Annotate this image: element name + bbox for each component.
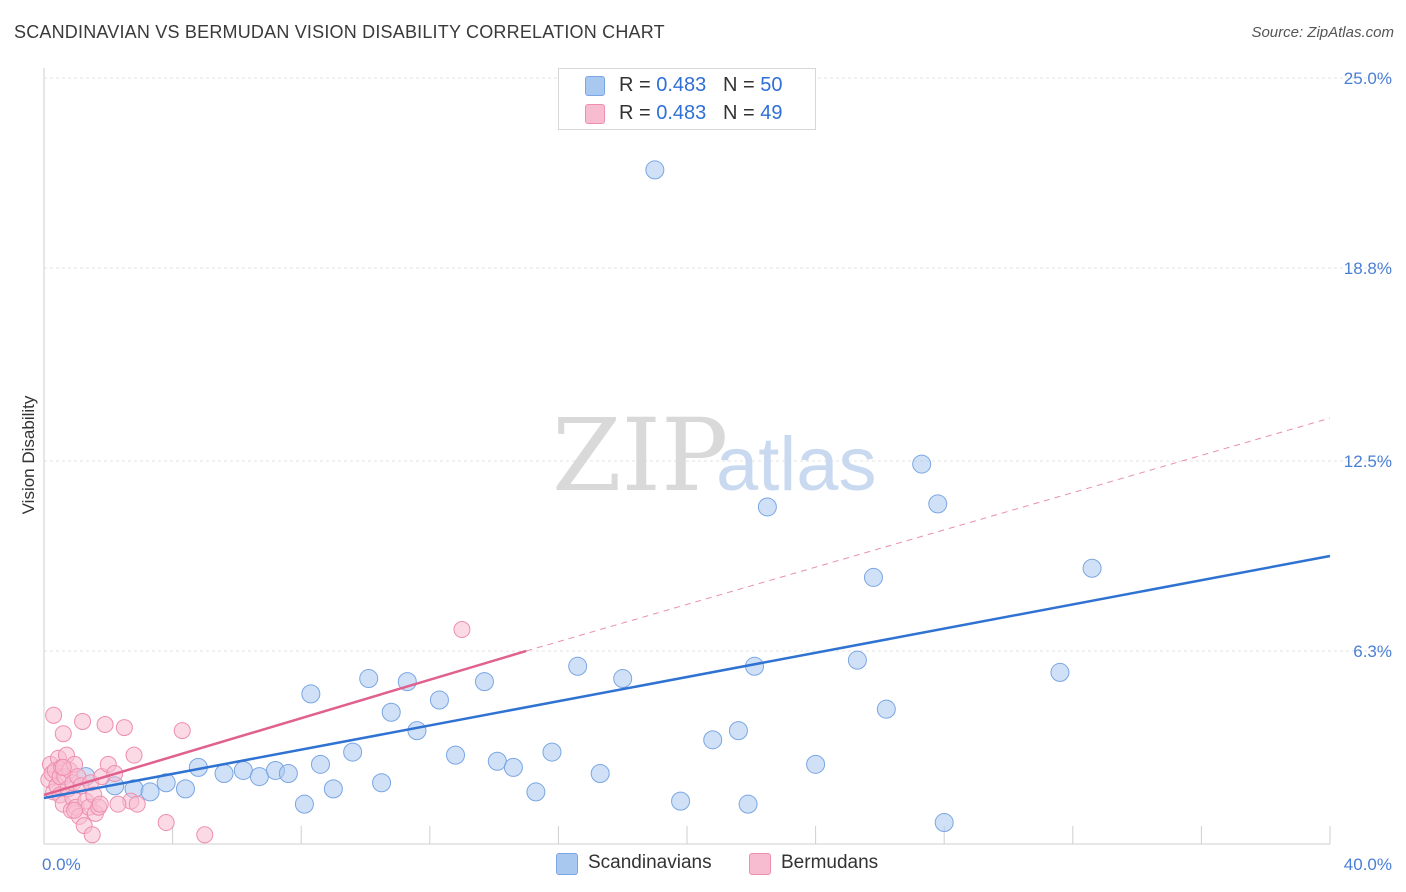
data-point: [487, 751, 507, 771]
trend-line-scandinavians: [43, 554, 1331, 800]
data-point: [54, 725, 72, 743]
data-point: [249, 767, 269, 787]
n-value: 50: [760, 74, 783, 96]
data-point: [83, 826, 101, 844]
data-point: [323, 779, 343, 799]
data-point: [310, 754, 330, 774]
r-value: 0.483: [656, 102, 707, 124]
data-point: [156, 773, 176, 793]
data-point: [66, 801, 84, 819]
data-point: [429, 690, 449, 710]
y-axis-label: Vision Disability: [19, 395, 38, 514]
bermudans-legend-swatch: [749, 853, 771, 875]
axes: [43, 68, 1331, 845]
data-point: [738, 794, 758, 814]
data-point: [542, 742, 562, 762]
data-point: [863, 567, 883, 587]
r-label: R =: [619, 102, 657, 124]
data-point: [613, 669, 633, 689]
legend-label: Scandinavians: [588, 852, 712, 873]
series-scandinavians: [76, 160, 1102, 833]
data-point: [343, 742, 363, 762]
data-point: [1050, 662, 1070, 682]
data-point: [757, 497, 777, 517]
data-point: [128, 795, 146, 813]
data-point: [446, 745, 466, 765]
stats-text: R = 0.483 N = 49: [619, 102, 782, 125]
trend-layer: [43, 417, 1331, 800]
y-tick-label: 6.3%: [1353, 642, 1392, 661]
data-point: [847, 650, 867, 670]
data-point: [372, 773, 392, 793]
data-point: [1082, 558, 1102, 578]
data-point: [278, 764, 298, 784]
y-tick-label: 25.0%: [1344, 69, 1392, 88]
data-point: [96, 716, 114, 734]
data-point: [453, 621, 471, 639]
x-tick-label: 40.0%: [1344, 855, 1392, 874]
data-point: [381, 702, 401, 722]
data-point: [196, 826, 214, 844]
y-tick-label: 18.8%: [1344, 259, 1392, 278]
watermark-zip: ZIP: [552, 397, 728, 514]
data-point: [934, 813, 954, 833]
data-point: [671, 791, 691, 811]
trend-line-bermudans: [43, 649, 527, 797]
data-point: [214, 764, 234, 784]
data-point: [407, 721, 427, 741]
scandinavians-legend-swatch: [556, 853, 578, 875]
data-point: [703, 730, 723, 750]
data-point: [876, 699, 896, 719]
y-tick-label: 12.5%: [1344, 452, 1392, 471]
data-point: [74, 712, 92, 730]
chart-title: SCANDINAVIAN VS BERMUDAN VISION DISABILI…: [14, 22, 665, 42]
legend-label: Bermudans: [781, 852, 879, 873]
watermark-atlas: atlas: [716, 422, 877, 507]
x-tick-label: 0.0%: [42, 855, 81, 874]
trend-extension-bermudans: [526, 417, 1331, 652]
n-label: N =: [722, 102, 761, 124]
data-point: [526, 782, 546, 802]
data-point: [728, 721, 748, 741]
data-point: [301, 684, 321, 704]
data-point: [645, 160, 665, 180]
source-label: Source: ZipAtlas.com: [1251, 24, 1394, 41]
watermark: ZIP atlas: [552, 397, 877, 514]
data-point: [294, 794, 314, 814]
tick-labels: 6.3% 12.5% 18.8% 25.0% 0.0% 40.0%: [42, 69, 1392, 874]
data-point: [91, 795, 109, 813]
data-point: [109, 795, 127, 813]
series-legend: Scandinavians Bermudans: [0, 851, 1406, 877]
data-point: [928, 494, 948, 514]
r-value: 0.483: [656, 74, 707, 96]
data-point: [474, 672, 494, 692]
data-point: [54, 758, 72, 776]
stats-legend: R = 0.483 N = 50 R = 0.483 N = 49: [558, 68, 816, 130]
grid-lines: [44, 77, 1392, 652]
data-point: [173, 722, 191, 740]
data-point: [115, 719, 133, 737]
stats-text: R = 0.483 N = 50: [619, 74, 782, 97]
data-point: [503, 757, 523, 777]
data-point: [233, 760, 253, 780]
scandinavians-swatch: [585, 76, 605, 96]
data-point: [806, 754, 826, 774]
data-point: [568, 656, 588, 676]
data-point: [125, 746, 143, 764]
data-point: [175, 779, 195, 799]
data-point: [157, 814, 175, 832]
data-point: [359, 669, 379, 689]
data-point: [140, 782, 160, 802]
bermudans-swatch: [585, 104, 605, 124]
r-label: R =: [619, 74, 657, 96]
data-point: [912, 454, 932, 474]
n-label: N =: [722, 74, 761, 96]
data-point: [45, 706, 63, 724]
data-point: [590, 764, 610, 784]
n-value: 49: [760, 102, 783, 124]
